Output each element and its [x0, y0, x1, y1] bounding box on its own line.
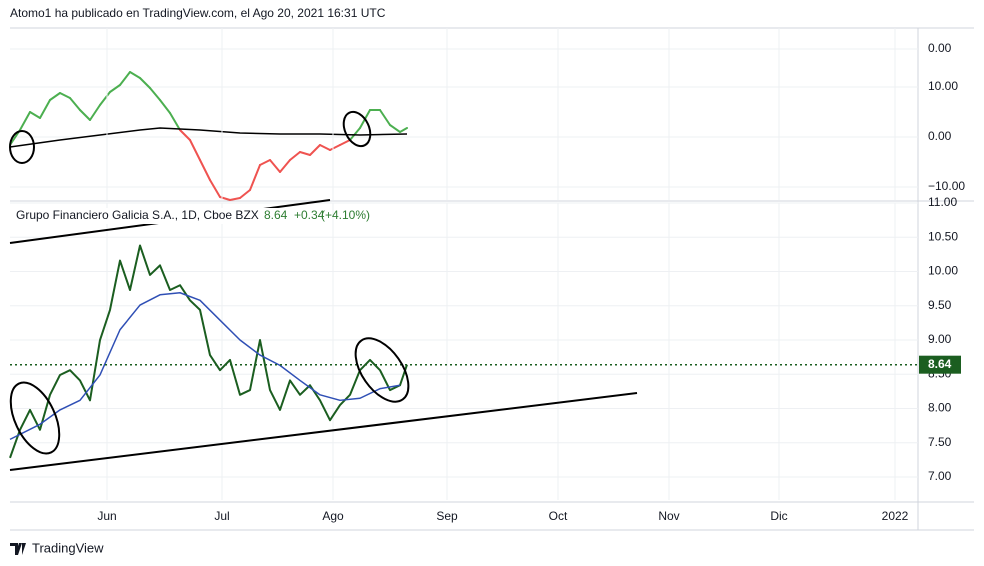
- line-segment: [89, 104, 101, 121]
- x-tick-label: 2022: [882, 509, 909, 523]
- legend-last: 8.64: [264, 208, 288, 222]
- legend-bg: [12, 208, 292, 224]
- x-tick-label: Oct: [549, 509, 568, 523]
- line-segment: [309, 144, 321, 156]
- plot-layer: 0.00 10.00 0.00 −10.00 11.00 10.50 10.00 9.50 9.…: [9, 28, 965, 523]
- y-tick-label: 7.00: [928, 469, 952, 483]
- x-tick-label: Dic: [770, 509, 787, 523]
- last-price-tag: [919, 355, 961, 374]
- line-segment: [399, 127, 408, 133]
- header: Atomo1 ha publicado en TradingView.com, …: [10, 6, 386, 20]
- line-segment: [199, 159, 211, 181]
- line-segment: [159, 99, 171, 114]
- line-segment: [259, 159, 271, 166]
- line-segment: [69, 97, 81, 111]
- line-segment: [109, 84, 121, 93]
- line-segment: [339, 139, 351, 146]
- x-tick-label: Jun: [97, 509, 116, 523]
- legend: Grupo Financiero Galicia S.A., 1D, Cboe …: [12, 208, 370, 224]
- y-tick-label: −10.00: [928, 179, 965, 193]
- line-segment: [149, 87, 161, 101]
- y-tick-label: 11.00: [928, 195, 957, 209]
- footer: TradingView: [32, 540, 104, 555]
- line-segment: [289, 151, 301, 161]
- legend-percent: (+4.10%): [321, 208, 370, 222]
- legend-change: +0.34: [294, 208, 325, 222]
- line-segment: [279, 159, 291, 173]
- line-segment: [349, 127, 361, 141]
- line-segment: [229, 197, 241, 201]
- ellipse: [342, 110, 372, 148]
- ellipse: [354, 337, 410, 403]
- last-price-label: 8.64: [928, 357, 952, 371]
- x-tick-label: Ago: [322, 509, 344, 523]
- line-segment: [59, 92, 71, 99]
- ellipse: [9, 381, 61, 455]
- line-segment: [389, 124, 401, 133]
- y-tick-label: 7.50: [928, 435, 952, 449]
- line-segment: [319, 144, 331, 151]
- y-tick-label: 0.00: [928, 41, 952, 55]
- x-tick-label: Nov: [658, 509, 679, 523]
- line-segment: [19, 111, 31, 131]
- line-segment: [269, 159, 281, 173]
- x-tick-label: Jul: [214, 509, 229, 523]
- legend-name: Grupo Financiero Galicia S.A., 1D, Cboe …: [16, 208, 259, 222]
- line-segment: [209, 179, 221, 198]
- x-tick-label: Sep: [436, 509, 458, 523]
- line-segment: [29, 111, 41, 119]
- line-segment: [119, 71, 131, 86]
- y-tick-label: 8.00: [928, 401, 952, 415]
- line-series: [9, 244, 408, 459]
- line-segment: [249, 164, 261, 191]
- trend-line: [9, 392, 638, 471]
- line-segment: [189, 139, 201, 161]
- line-segment: [239, 189, 251, 199]
- ellipse: [9, 130, 35, 164]
- line-segment: [139, 77, 151, 89]
- y-tick-label: 10.00: [928, 264, 958, 278]
- line-segment: [169, 112, 181, 131]
- line-series: [9, 292, 401, 441]
- y-tick-label: 10.50: [928, 229, 958, 243]
- line-segment: [329, 144, 341, 151]
- line-segment: [49, 92, 61, 101]
- line-segment: [379, 109, 391, 126]
- y-tick-label: 10.00: [928, 79, 958, 93]
- y-tick-label: 9.00: [928, 332, 952, 346]
- y-tick-label: 0.00: [928, 129, 952, 143]
- line-segment: [99, 91, 111, 106]
- line-segment: [179, 129, 191, 141]
- logo-icon: [10, 543, 26, 555]
- y-tick-label: 9.50: [928, 298, 952, 312]
- line-segment: [299, 151, 311, 156]
- line-segment: [79, 109, 91, 121]
- line-segment: [129, 71, 141, 79]
- logo: TradingView: [10, 540, 104, 555]
- line-segment: [39, 99, 51, 119]
